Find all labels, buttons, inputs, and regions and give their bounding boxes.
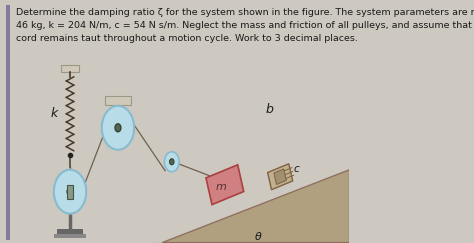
- Circle shape: [54, 170, 86, 214]
- Circle shape: [102, 106, 134, 150]
- Bar: [268, 164, 292, 190]
- Bar: [57, 229, 83, 234]
- Bar: [105, 96, 131, 105]
- Text: Determine the damping ratio ζ for the system shown in the figure. The system par: Determine the damping ratio ζ for the sy…: [16, 8, 474, 43]
- Polygon shape: [162, 170, 349, 243]
- Circle shape: [115, 124, 121, 132]
- Text: k: k: [50, 107, 57, 120]
- Circle shape: [170, 159, 174, 165]
- Text: θ: θ: [255, 232, 261, 242]
- Bar: [6, 5, 10, 240]
- Bar: [206, 165, 244, 205]
- Circle shape: [164, 152, 179, 172]
- Text: b: b: [265, 103, 273, 116]
- Bar: [67, 185, 73, 199]
- Bar: [61, 65, 79, 72]
- Bar: [274, 169, 286, 184]
- Text: m: m: [216, 182, 227, 192]
- Text: c: c: [293, 164, 299, 174]
- Bar: [54, 234, 86, 238]
- Circle shape: [67, 188, 73, 196]
